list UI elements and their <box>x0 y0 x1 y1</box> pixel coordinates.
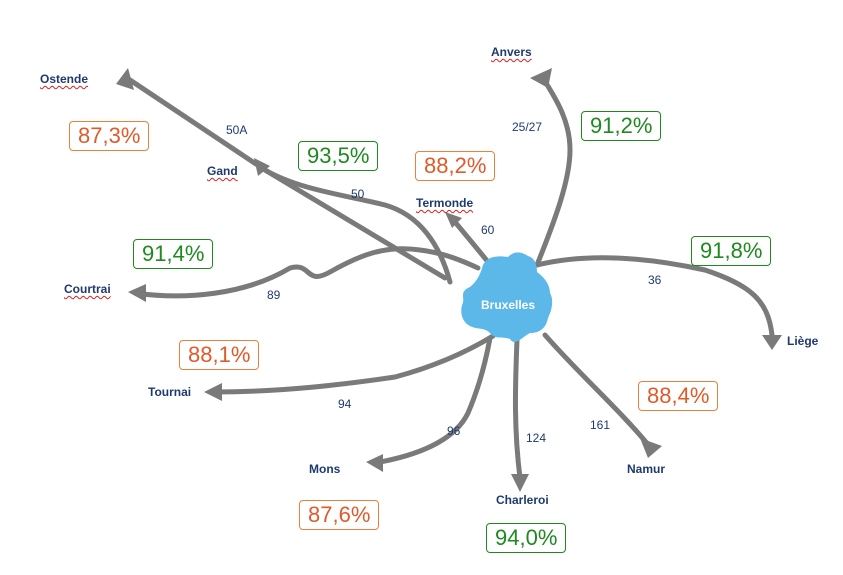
arrowhead-charleroi <box>511 474 529 492</box>
city-gand: Gand <box>207 164 238 178</box>
city-liege: Liège <box>787 334 819 348</box>
city-ostende: Ostende <box>40 72 89 86</box>
bruxelles-shape <box>461 252 553 343</box>
line-number-tournai: 94 <box>338 397 352 411</box>
route-gand <box>262 167 453 285</box>
line-number-ostende: 50A <box>226 123 248 137</box>
line-number-termonde: 60 <box>481 223 495 237</box>
route-liege <box>534 255 775 338</box>
arrowhead-anvers <box>530 68 552 88</box>
line-number-courtrai: 89 <box>267 288 281 302</box>
arrowhead-ostende <box>116 68 134 90</box>
route-mons <box>372 335 493 466</box>
punctuality-courtrai: 91,4% <box>133 239 214 269</box>
line-number-anvers: 25/27 <box>512 120 543 134</box>
line-number-gand: 50 <box>351 187 365 201</box>
route-tournai <box>212 333 496 395</box>
route-courtrai <box>132 246 481 299</box>
punctuality-gand: 93,5% <box>298 141 379 171</box>
route-namur <box>542 332 653 450</box>
city-mons: Mons <box>309 462 341 476</box>
line-number-liege: 36 <box>648 273 662 287</box>
line-number-charleroi: 124 <box>526 431 547 445</box>
route-anvers <box>534 75 573 268</box>
arrowhead-tournai <box>204 383 222 401</box>
arrowhead-termonde <box>445 212 462 228</box>
punctuality-anvers: 91,2% <box>581 111 662 141</box>
line-number-mons: 96 <box>447 424 461 438</box>
city-courtrai: Courtrai <box>64 282 111 296</box>
route-charleroi <box>512 337 523 481</box>
route-termonde <box>452 219 491 265</box>
punctuality-tournai: 88,1% <box>179 340 260 370</box>
city-charleroi: Charleroi <box>496 493 549 507</box>
arrowhead-mons <box>366 454 383 472</box>
punctuality-liege: 91,8% <box>691 236 772 266</box>
city-termonde: Termonde <box>416 196 474 210</box>
city-namur: Namur <box>627 462 666 476</box>
arrowhead-gand <box>254 158 270 176</box>
punctuality-charleroi: 94,0% <box>486 523 567 553</box>
punctuality-namur: 88,4% <box>638 381 719 411</box>
city-anvers: Anvers <box>491 45 532 59</box>
line-number-namur: 161 <box>590 418 611 432</box>
arrowhead-liege <box>762 335 782 350</box>
punctuality-termonde: 88,2% <box>415 151 496 181</box>
arrowhead-courtrai <box>128 284 146 302</box>
punctuality-ostende: 87,3% <box>69 121 150 151</box>
hub-label: Bruxelles <box>481 298 536 312</box>
punctuality-mons: 87,6% <box>299 500 380 530</box>
city-tournai: Tournai <box>148 385 192 399</box>
arrowhead-namur <box>640 438 662 458</box>
